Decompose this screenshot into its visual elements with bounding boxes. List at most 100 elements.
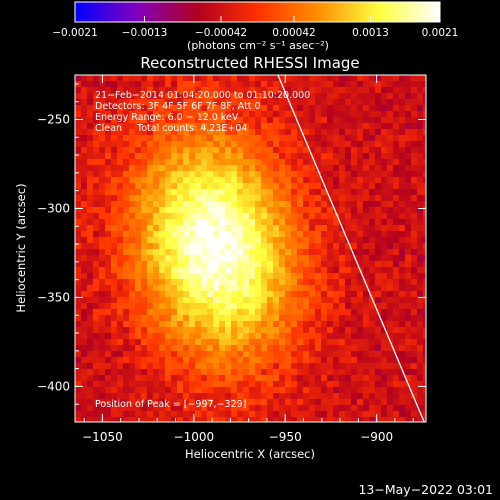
heatmap-cell: [345, 321, 352, 328]
heatmap-cell: [339, 315, 346, 322]
heatmap-cell: [159, 309, 166, 316]
heatmap-cell: [351, 291, 358, 298]
heatmap-cell: [345, 117, 352, 124]
heatmap-cell: [381, 357, 388, 364]
heatmap-cell: [147, 87, 154, 94]
heatmap-cell: [255, 381, 262, 388]
heatmap-cell: [381, 141, 388, 148]
heatmap-cell: [363, 135, 370, 142]
heatmap-cell: [81, 75, 88, 82]
heatmap-cell: [321, 309, 328, 316]
heatmap-cell: [237, 159, 244, 166]
heatmap-cell: [387, 147, 394, 154]
heatmap-cell: [99, 351, 106, 358]
heatmap-cell: [117, 177, 124, 184]
heatmap-cell: [165, 387, 172, 394]
heatmap-cell: [285, 309, 292, 316]
heatmap-cell: [183, 381, 190, 388]
heatmap-cell: [387, 285, 394, 292]
heatmap-cell: [117, 165, 124, 172]
heatmap-cell: [303, 261, 310, 268]
heatmap-cell: [285, 303, 292, 310]
heatmap-cell: [237, 261, 244, 268]
heatmap-cell: [297, 333, 304, 340]
heatmap-cell: [75, 129, 82, 136]
heatmap-cell: [243, 111, 250, 118]
heatmap-cell: [255, 219, 262, 226]
heatmap-cell: [183, 339, 190, 346]
heatmap-cell: [393, 87, 400, 94]
heatmap-cell: [333, 237, 340, 244]
x-tick-label: −950: [269, 430, 302, 444]
heatmap-cell: [255, 111, 262, 118]
heatmap-cell: [117, 327, 124, 334]
heatmap-cell: [87, 297, 94, 304]
heatmap-cell: [147, 189, 154, 196]
heatmap-cell: [213, 87, 220, 94]
heatmap-cell: [111, 411, 118, 418]
heatmap-cell: [195, 303, 202, 310]
heatmap-cell: [129, 291, 136, 298]
heatmap-cell: [81, 309, 88, 316]
heatmap-cell: [249, 345, 256, 352]
heatmap-cell: [267, 243, 274, 250]
heatmap-cell: [123, 399, 130, 406]
heatmap-cell: [279, 399, 286, 406]
heatmap-cell: [123, 333, 130, 340]
heatmap-cell: [81, 123, 88, 130]
heatmap-cell: [255, 153, 262, 160]
heatmap-cell: [291, 387, 298, 394]
heatmap-cell: [423, 249, 426, 256]
heatmap-cell: [315, 339, 322, 346]
heatmap-cell: [213, 417, 220, 422]
heatmap-cell: [303, 153, 310, 160]
heatmap-cell: [387, 393, 394, 400]
heatmap-cell: [99, 165, 106, 172]
heatmap-cell: [207, 375, 214, 382]
heatmap-cell: [423, 147, 426, 154]
heatmap-cell: [267, 255, 274, 262]
heatmap-cell: [405, 267, 412, 274]
heatmap-cell: [291, 255, 298, 262]
heatmap-cell: [171, 75, 178, 82]
heatmap-cell: [357, 375, 364, 382]
heatmap-cell: [393, 189, 400, 196]
heatmap-cell: [105, 315, 112, 322]
heatmap-cell: [255, 267, 262, 274]
heatmap-cell: [279, 213, 286, 220]
heatmap-cell: [213, 363, 220, 370]
heatmap-cell: [81, 357, 88, 364]
heatmap-cell: [405, 159, 412, 166]
heatmap-cell: [135, 273, 142, 280]
heatmap-cell: [153, 405, 160, 412]
heatmap-cell: [105, 231, 112, 238]
heatmap-cell: [363, 87, 370, 94]
heatmap-cell: [183, 369, 190, 376]
heatmap-cell: [243, 303, 250, 310]
heatmap-cell: [123, 369, 130, 376]
heatmap-cell: [135, 159, 142, 166]
heatmap-cell: [417, 147, 424, 154]
heatmap-cell: [213, 207, 220, 214]
heatmap-cell: [207, 363, 214, 370]
heatmap-cell: [399, 111, 406, 118]
heatmap-cell: [339, 297, 346, 304]
y-tick-label: −300: [37, 201, 70, 215]
heatmap-cell: [339, 117, 346, 124]
heatmap-cell: [147, 363, 154, 370]
heatmap-cell: [165, 369, 172, 376]
heatmap-cell: [129, 345, 136, 352]
heatmap-cell: [327, 81, 334, 88]
heatmap-cell: [357, 105, 364, 112]
heatmap-cell: [105, 357, 112, 364]
heatmap-cell: [387, 207, 394, 214]
heatmap-cell: [339, 207, 346, 214]
heatmap-cell: [117, 255, 124, 262]
y-tick-label: −350: [37, 290, 70, 304]
heatmap-cell: [369, 105, 376, 112]
heatmap-cell: [93, 315, 100, 322]
heatmap-cell: [141, 399, 148, 406]
heatmap-cell: [171, 261, 178, 268]
heatmap-cell: [243, 219, 250, 226]
heatmap-cell: [159, 141, 166, 148]
